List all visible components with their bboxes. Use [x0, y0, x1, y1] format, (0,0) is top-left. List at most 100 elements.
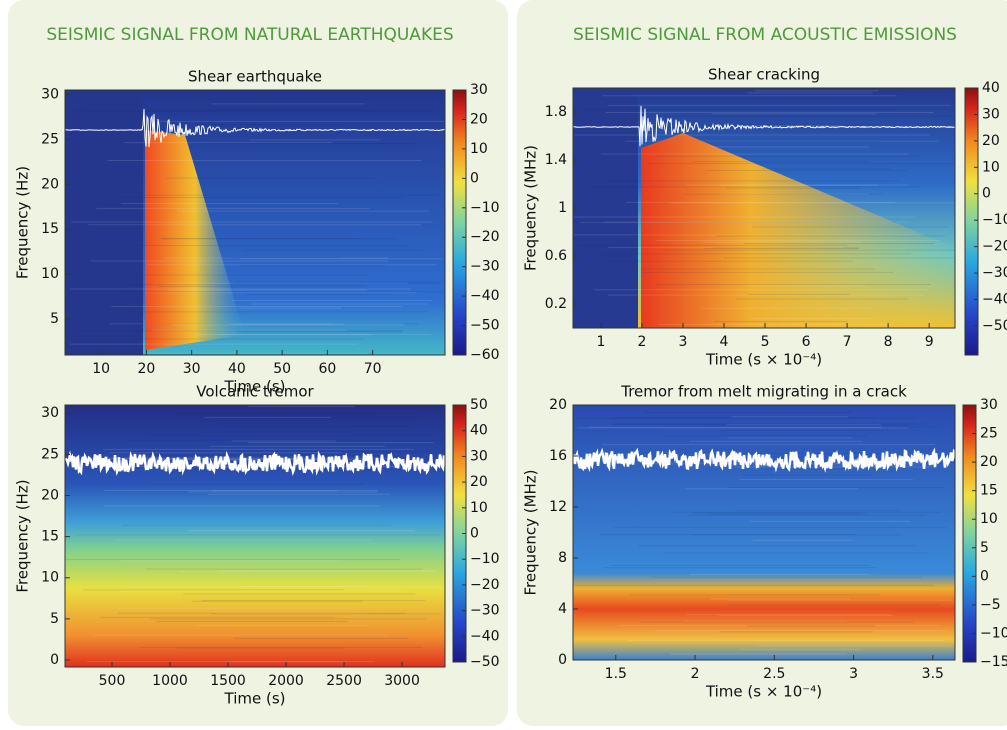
x-axis-label: Time (s) [224, 378, 286, 396]
colorbar-tick-label: 0 [470, 526, 479, 542]
spectrogram [65, 90, 445, 355]
colorbar-tick-label: 20 [982, 133, 1000, 149]
x-tick-label: 60 [318, 361, 336, 377]
colorbar-tick-label: −30 [470, 259, 500, 275]
x-tick-label: 2 [637, 334, 646, 350]
plot-frame [572, 404, 956, 661]
y-tick-label: 1.8 [545, 104, 567, 120]
y-tick-label: 16 [549, 448, 567, 464]
colorbar-tick-label: −40 [470, 628, 500, 644]
seismic-trace [65, 108, 445, 148]
colorbar [964, 87, 979, 356]
colorbar-tick-label: 30 [980, 397, 998, 413]
colorbar-tick-label: −20 [470, 229, 500, 245]
spectrogram [573, 405, 955, 660]
x-tick-label: 1500 [210, 673, 246, 689]
y-tick-label: 0 [50, 652, 59, 668]
spectrogram-image [641, 133, 955, 328]
colorbar-tick-label: −20 [470, 577, 500, 593]
colorbar-tick-label: 30 [470, 448, 488, 464]
y-tick-label: 8 [558, 550, 567, 566]
x-tick-label: 1000 [152, 673, 188, 689]
x-tick-label: 20 [138, 361, 156, 377]
chart-title: Volcanic tremor [196, 383, 314, 401]
colorbar-tick-label: −5 [980, 597, 1001, 613]
colorbar-tick-label: −40 [470, 288, 500, 304]
x-tick-label: 8 [884, 334, 893, 350]
y-tick-label: 15 [41, 221, 59, 237]
x-tick-label: 4 [720, 334, 729, 350]
seismic-trace [65, 450, 445, 476]
colorbar-tick-label: −10 [470, 200, 500, 216]
y-tick-label: 20 [41, 487, 59, 503]
x-tick-label: 1 [596, 334, 605, 350]
panel-title: SEISMIC SIGNAL FROM NATURAL EARTHQUAKES [46, 25, 453, 45]
colorbar-tick-label: 20 [470, 111, 488, 127]
y-tick-label: 10 [41, 570, 59, 586]
y-tick-label: 20 [549, 397, 567, 413]
y-tick-label: 0.2 [545, 296, 567, 312]
colorbar-tick-label: 20 [470, 474, 488, 490]
y-tick-label: 5 [50, 611, 59, 627]
colorbar-tick-label: −60 [470, 347, 500, 363]
colorbar-tick-label: 30 [982, 106, 1000, 122]
colorbar-tick-label: 10 [982, 159, 1000, 175]
colorbar-tick-label: −50 [982, 318, 1007, 334]
colorbar-tick-label: 40 [982, 80, 1000, 96]
x-tick-label: 2000 [268, 673, 304, 689]
x-tick-label: 1.5 [605, 666, 627, 682]
colorbar-tick-label: 20 [980, 454, 998, 470]
x-tick-label: 70 [364, 361, 382, 377]
plot-frame [64, 404, 446, 668]
x-tick-label: 3000 [384, 673, 420, 689]
colorbar-tick-label: 25 [980, 426, 998, 442]
colorbar-tick-label: 0 [982, 186, 991, 202]
x-axis-label: Time (s × 10⁻⁴) [705, 351, 822, 369]
chart-title: Shear earthquake [188, 68, 322, 86]
colorbar-tick-label: −50 [470, 318, 500, 334]
seismic-trace [573, 105, 955, 147]
colorbar-tick-label: −20 [982, 239, 1007, 255]
colorbar-tick-label: −10 [980, 625, 1007, 641]
colorbar-tick-label: 0 [980, 568, 989, 584]
y-tick-label: 1.4 [545, 152, 567, 168]
x-tick-label: 5 [761, 334, 770, 350]
colorbar-tick-label: 10 [470, 141, 488, 157]
y-tick-label: 1 [558, 200, 567, 216]
y-tick-label: 15 [41, 529, 59, 545]
y-tick-label: 30 [41, 86, 59, 102]
y-tick-label: 10 [41, 266, 59, 282]
y-axis-label: Frequency (MHz) [522, 145, 540, 271]
colorbar-tick-label: 40 [470, 423, 488, 439]
y-tick-label: 30 [41, 405, 59, 421]
x-tick-label: 3 [849, 666, 858, 682]
colorbar [452, 89, 467, 356]
colorbar-tick-label: −30 [470, 603, 500, 619]
x-tick-label: 3.5 [922, 666, 944, 682]
plot-frame [64, 89, 446, 356]
y-axis-label: Frequency (Hz) [14, 166, 32, 279]
spectrogram-image [573, 405, 955, 660]
colorbar-tick-label: −50 [470, 654, 500, 670]
seismic-trace [573, 447, 955, 473]
x-tick-label: 50 [273, 361, 291, 377]
y-tick-label: 12 [549, 499, 567, 515]
y-tick-label: 25 [41, 131, 59, 147]
colorbar-tick-label: 10 [980, 511, 998, 527]
y-tick-label: 0.6 [545, 248, 567, 264]
x-axis-label: Time (s) [224, 690, 286, 708]
spectrogram-image [65, 405, 445, 667]
colorbar-tick-label: 15 [980, 483, 998, 499]
colorbar-tick-label: 30 [470, 82, 488, 98]
colorbar-tick-label: 50 [470, 397, 488, 413]
y-axis-label: Frequency (MHz) [522, 469, 540, 595]
chart-title: Tremor from melt migrating in a crack [620, 383, 907, 401]
colorbar-tick-label: −30 [982, 265, 1007, 281]
y-tick-label: 25 [41, 446, 59, 462]
x-tick-label: 7 [843, 334, 852, 350]
spectrogram [573, 88, 955, 328]
y-tick-label: 5 [50, 311, 59, 327]
y-tick-label: 20 [41, 176, 59, 192]
colorbar-tick-label: −40 [982, 291, 1007, 307]
